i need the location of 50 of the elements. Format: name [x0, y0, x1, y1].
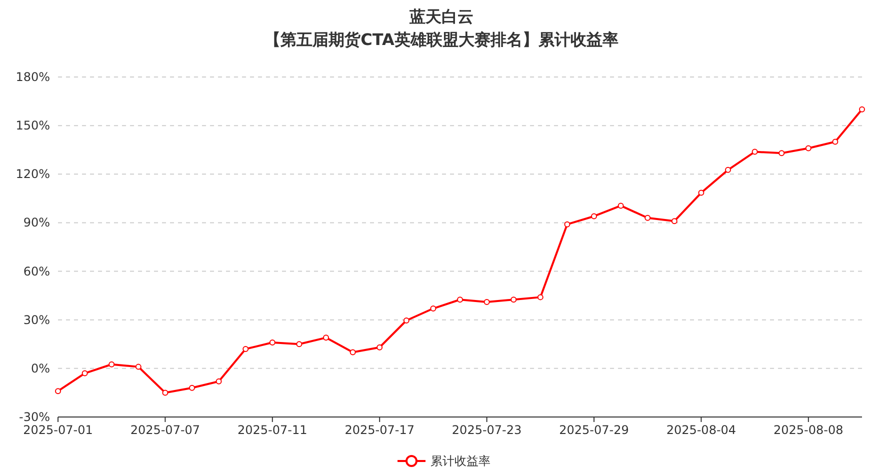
point — [189, 384, 195, 391]
legend-label: 累计收益率 — [430, 454, 490, 468]
point — [403, 318, 410, 324]
point — [564, 221, 570, 228]
point — [725, 166, 731, 173]
point — [242, 346, 249, 352]
point — [376, 344, 383, 350]
point — [323, 334, 329, 341]
point — [805, 145, 812, 152]
point — [698, 190, 704, 196]
point — [55, 388, 61, 394]
point — [510, 296, 517, 303]
point — [859, 106, 865, 112]
y-tick-label: 0% — [30, 361, 50, 376]
point — [832, 138, 838, 145]
x-tick-label: 2025-07-01 — [23, 423, 93, 437]
y-tick-label: 150% — [16, 118, 50, 133]
point — [216, 378, 222, 384]
point — [537, 294, 544, 300]
point — [82, 370, 88, 376]
x-tick-label: 2025-07-17 — [344, 423, 414, 437]
x-tick-label: 2025-07-23 — [452, 423, 522, 437]
point — [618, 202, 624, 209]
point — [752, 148, 758, 155]
x-tick-label: 2025-07-29 — [559, 423, 629, 437]
point — [350, 349, 356, 356]
point — [108, 361, 115, 368]
point — [591, 213, 597, 220]
x-tick-label: 2025-07-07 — [130, 423, 200, 437]
chart-subtitle: 【第五届期货CTA英雄联盟大赛排名】累计收益率 — [264, 30, 618, 49]
y-tick-label: 120% — [16, 167, 50, 182]
point — [430, 306, 436, 312]
y-tick-label: 90% — [23, 216, 50, 230]
point — [778, 150, 785, 156]
chart-title: 蓝天白云 — [408, 7, 474, 26]
x-tick-label: 2025-07-11 — [238, 423, 308, 437]
point — [457, 296, 463, 303]
point — [135, 364, 142, 370]
point — [484, 299, 490, 306]
point — [162, 390, 168, 396]
point — [269, 340, 276, 346]
x-tick-label: 2025-08-08 — [774, 423, 844, 437]
y-tick-label: 180% — [16, 70, 50, 84]
point — [671, 218, 678, 224]
x-tick-label: 2025-08-04 — [666, 423, 736, 437]
point — [296, 341, 302, 348]
y-tick-label: 30% — [23, 312, 50, 327]
y-tick-label: 60% — [23, 264, 50, 278]
y-tick-label: -30% — [18, 410, 50, 424]
point — [644, 214, 651, 221]
